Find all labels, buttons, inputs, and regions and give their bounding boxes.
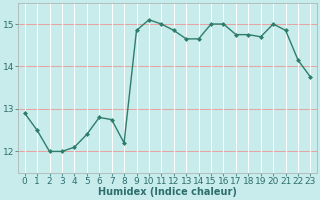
X-axis label: Humidex (Indice chaleur): Humidex (Indice chaleur) [98,187,237,197]
